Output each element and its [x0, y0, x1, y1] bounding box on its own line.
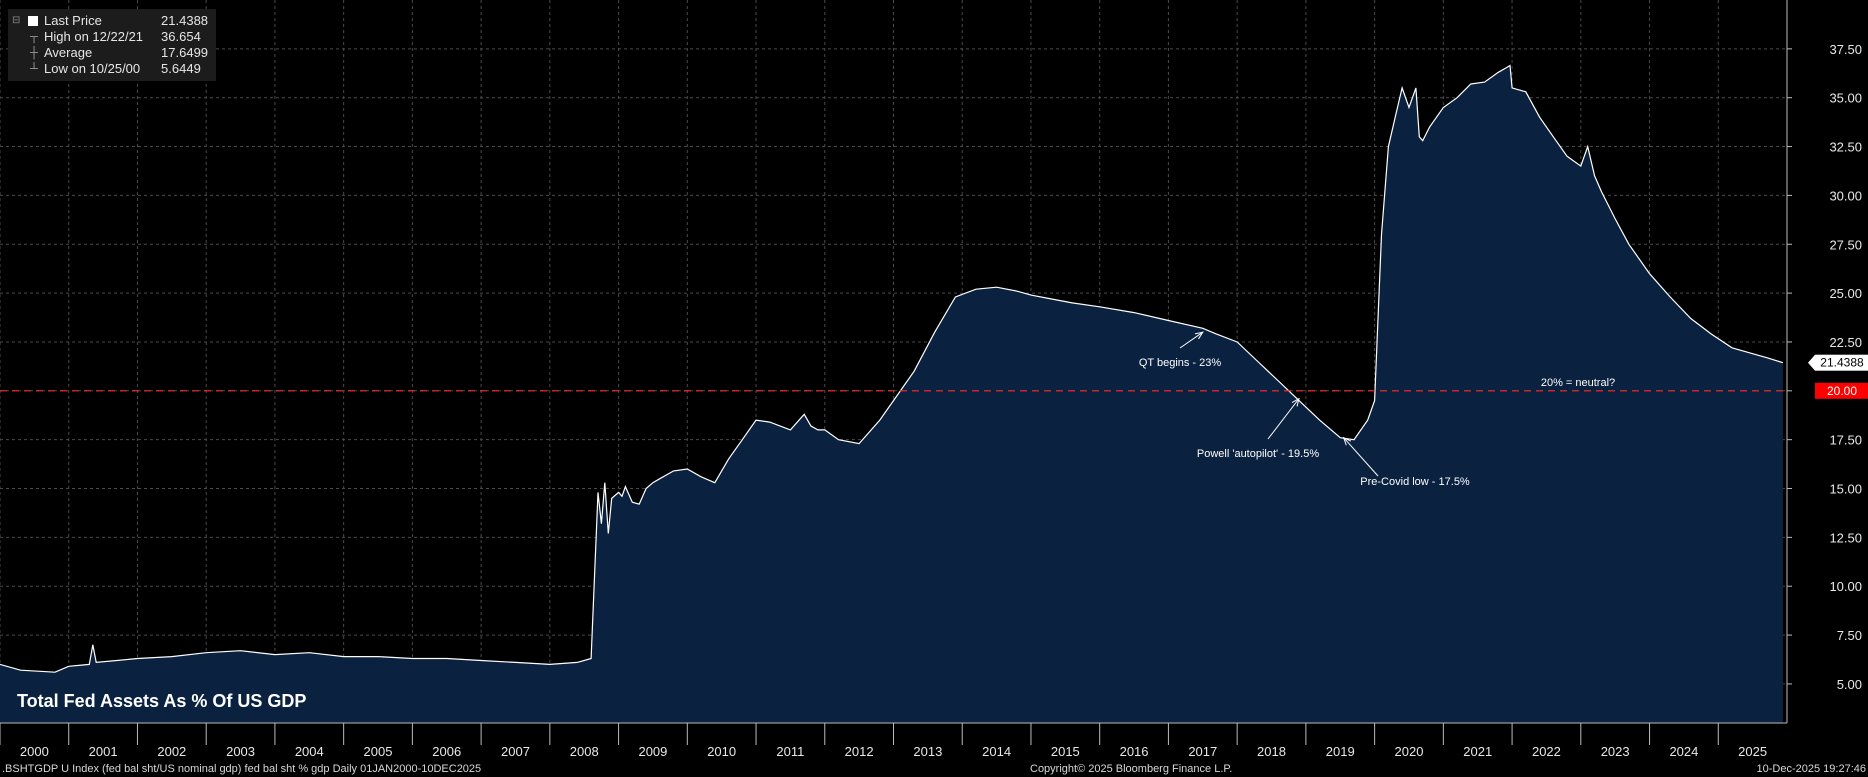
x-tick-label: 2011 [776, 744, 804, 759]
annotation-arrow [1343, 437, 1379, 477]
annotations: 20% = neutral? QT begins - 23% Powell 'aut… [1139, 331, 1615, 488]
legend-value-high: 36.654 [161, 29, 201, 44]
y-tick-label: 32.50 [1829, 140, 1862, 155]
x-tick-label: 2017 [1188, 744, 1217, 759]
x-tick-label: 2022 [1532, 744, 1561, 759]
neutral-label: 20% = neutral? [1541, 377, 1615, 389]
legend-value-average: 17.6499 [161, 45, 209, 60]
y-tick-label: 35.00 [1829, 91, 1862, 106]
area-fill [0, 65, 1783, 723]
low-marker-icon: ┴ [30, 63, 38, 75]
average-marker-icon: ┼ [30, 47, 38, 59]
x-tick-label: 2010 [707, 744, 736, 759]
x-tick-label: 2001 [89, 744, 118, 759]
legend-collapse-icon[interactable]: ⊟ [12, 15, 21, 26]
footer-index-description: .BSHTGDP U Index (fed bal sht/US nominal… [2, 763, 482, 775]
footer-copyright: Copyright© 2025 Bloomberg Finance L.P. [1030, 763, 1233, 775]
annotation-arrowhead [1194, 331, 1204, 340]
legend-label-low: Low on 10/25/00 [44, 61, 141, 76]
y-tick-label: 27.50 [1829, 237, 1862, 252]
y-tick-label: 7.50 [1837, 628, 1862, 643]
legend: ⊟ Last Price 21.4388 ┬ High on 12/22/21 … [8, 9, 217, 81]
y-tick-label: 30.00 [1829, 188, 1862, 203]
annotation-arrow [1267, 398, 1300, 440]
y-tick-label: 10.00 [1829, 579, 1862, 594]
x-axis: 2000 2001 2002 2003 2004 2005 2006 2007 2008 2009… [0, 723, 1767, 759]
x-tick-label: 2015 [1051, 744, 1080, 759]
legend-label-last: Last Price [44, 13, 102, 28]
x-tick-label: 2000 [20, 744, 49, 759]
x-tick-label: 2002 [157, 744, 186, 759]
x-tick-label: 2009 [638, 744, 667, 759]
y-tick-label: 12.50 [1829, 530, 1862, 545]
y-tick-label: 15.00 [1829, 482, 1862, 497]
x-tick-label: 2024 [1669, 744, 1698, 759]
annotation-label: Pre-Covid low - 17.5% [1360, 476, 1470, 488]
y-tick-label: 25.00 [1829, 286, 1862, 301]
axis-badges: 21.4388 20.00 [1808, 354, 1868, 399]
last-price-badge-label: 21.4388 [1820, 356, 1864, 370]
y-axis: 5.00 7.50 10.00 12.50 15.00 17.50 20.00 22.50 25… [1787, 42, 1862, 692]
last-price-badge [1815, 354, 1868, 371]
annotation-arrowhead [1342, 436, 1352, 446]
legend-value-last: 21.4388 [161, 13, 209, 28]
x-tick-label: 2005 [364, 744, 393, 759]
y-tick-label: 37.50 [1829, 42, 1862, 57]
x-tick-label: 2020 [1395, 744, 1424, 759]
legend-value-low: 5.6449 [161, 61, 201, 76]
series-line [0, 64, 1784, 673]
legend-label-high: High on 12/22/21 [44, 29, 144, 44]
x-tick-label: 2016 [1120, 744, 1149, 759]
last-price-badge-pointer [1808, 354, 1815, 371]
footer-timestamp: 10-Dec-2025 19:27:46 [1756, 763, 1866, 775]
square-icon [28, 16, 38, 26]
x-tick-label: 2019 [1326, 744, 1355, 759]
x-tick-label: 2012 [845, 744, 874, 759]
neutral-badge-label: 20.00 [1827, 384, 1857, 398]
x-tick-label: 2008 [570, 744, 599, 759]
legend-label-average: Average [44, 45, 93, 60]
x-tick-label: 2021 [1463, 744, 1492, 759]
y-tick-label: 5.00 [1837, 677, 1862, 692]
annotation-label: QT begins - 23% [1139, 357, 1222, 369]
x-tick-label: 2013 [913, 744, 942, 759]
y-tick-label: 22.50 [1829, 335, 1862, 350]
x-tick-label: 2025 [1738, 744, 1767, 759]
x-tick-label: 2007 [501, 744, 530, 759]
x-tick-label: 2023 [1601, 744, 1630, 759]
neutral-badge [1815, 382, 1868, 399]
x-tick-label: 2014 [982, 744, 1011, 759]
annotation-arrowhead [1291, 397, 1300, 407]
annotation-label: Powell 'autopilot' - 19.5% [1197, 448, 1319, 460]
x-tick-label: 2018 [1257, 744, 1286, 759]
footer: .BSHTGDP U Index (fed bal sht/US nominal… [0, 762, 1868, 777]
chart-title: Total Fed Assets As % Of US GDP [17, 691, 306, 711]
annotation-arrow [1179, 331, 1204, 349]
high-marker-icon: ┬ [30, 31, 38, 43]
x-tick-label: 2003 [226, 744, 255, 759]
x-tick-label: 2006 [432, 744, 461, 759]
x-tick-label: 2004 [295, 744, 324, 759]
y-tick-label: 17.50 [1829, 433, 1862, 448]
